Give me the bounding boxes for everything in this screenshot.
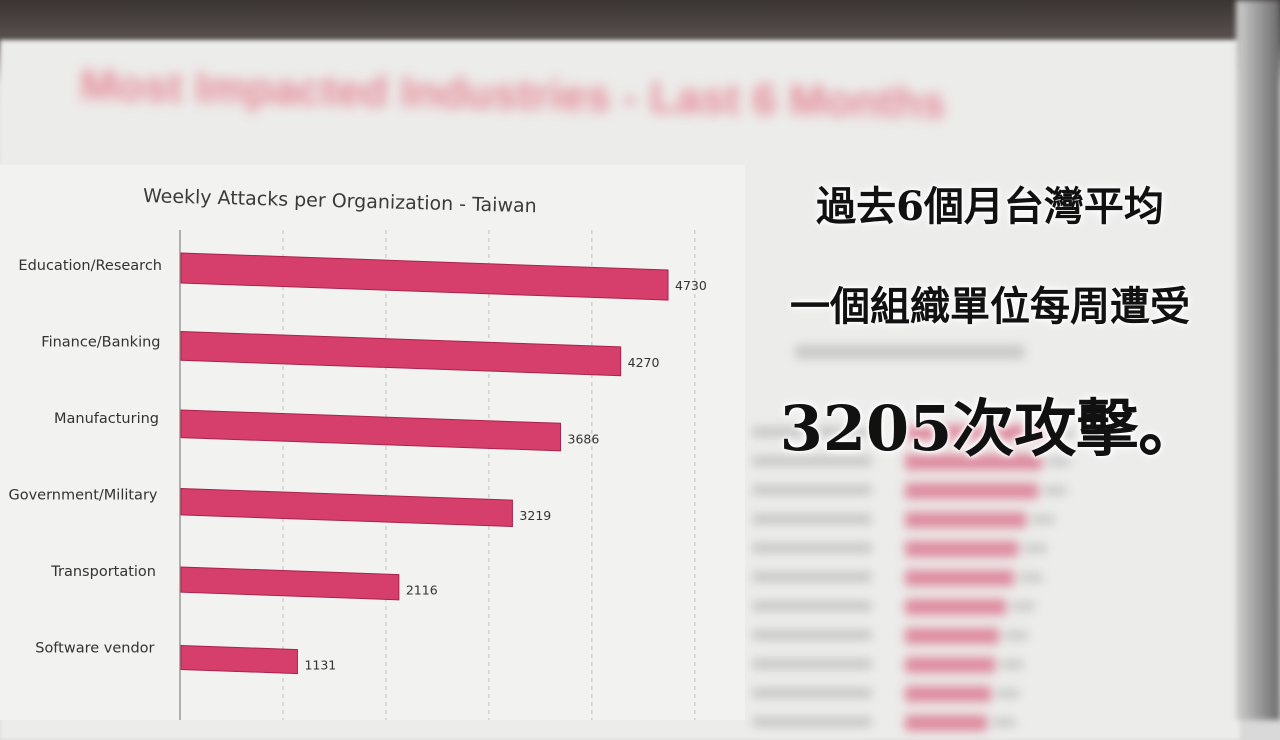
ghost-bar [905,425,1046,441]
ghost-value [1011,602,1036,611]
category-label: Transportation [50,564,156,580]
blurred-background-chart [750,330,1170,731]
ghost-row [750,686,1130,702]
bar-education-research [180,252,669,301]
chart-panel: Education/Research 4730 Finance/Banking 427… [0,165,745,720]
ghost-row [750,541,1130,557]
ghost-row [750,425,1130,441]
category-label: Manufacturing [54,411,159,427]
ghost-row [750,512,1130,528]
ghost-label [752,485,872,495]
caption-line-3: 3205次攻擊。 [779,392,1201,465]
data-label: 3686 [568,431,600,446]
ghost-value [995,689,1020,698]
ghost-value [1023,544,1048,553]
bar-manufacturing [180,409,562,452]
data-label: 3219 [519,508,551,523]
ghost-bar [905,715,987,731]
ghost-bar [905,454,1042,470]
ghost-bar [905,483,1038,499]
ghost-label [752,659,872,669]
category-label: Finance/Banking [41,335,160,351]
screen-edge [1236,0,1280,720]
ghost-row [750,657,1130,673]
ghost-bar [905,570,1015,586]
bar-software-vendor [180,644,298,675]
ghost-bar [905,512,1026,528]
ghost-row [750,454,1130,470]
bar-chart: Education/Research 4730 Finance/Banking 427… [8,230,707,720]
ghost-row [750,715,1130,731]
ghost-bar [905,686,991,702]
ghost-label [752,572,872,582]
ghost-label [752,688,872,698]
ghost-chart-heading [795,345,1025,359]
ghost-bar [905,541,1019,557]
caption-overlay: 過去6個月台灣平均 一個組織單位每周遭受 3205次攻擊。 [725,168,1255,468]
ghost-row [750,483,1130,499]
ghost-value [1019,573,1044,582]
data-label: 2116 [406,583,438,598]
ghost-label [752,601,872,611]
ghost-value [1046,457,1071,466]
caption-line-1: 過去6個月台灣平均 [816,183,1164,230]
bar-transportation [180,566,400,601]
ghost-value [1050,428,1075,437]
category-label: Education/Research [18,258,162,274]
ghost-value [1003,631,1028,640]
ghost-row [750,570,1130,586]
ghost-label [752,427,872,437]
ghost-label [752,514,872,524]
ghost-bar [905,657,995,673]
category-label: Government/Military [8,488,157,504]
data-label: 4270 [628,355,660,370]
caption-line-2: 一個組織單位每周遭受 [790,283,1190,330]
ghost-value [1042,486,1067,495]
ghost-label [752,717,872,727]
bar-finance-banking [180,330,622,377]
ghost-value [991,718,1016,727]
ghost-row [750,599,1130,615]
ghost-label [752,543,872,553]
ghost-bar [905,599,1007,615]
ghost-value [1030,515,1055,524]
ghost-label [752,630,872,640]
ghost-value [999,660,1024,669]
ghost-row [750,628,1130,644]
data-label: 4730 [675,278,707,293]
ghost-label [752,456,872,466]
ghost-bar [905,628,999,644]
category-label: Software vendor [35,641,154,657]
bar-government-military [180,487,513,528]
data-label: 1131 [304,658,336,673]
